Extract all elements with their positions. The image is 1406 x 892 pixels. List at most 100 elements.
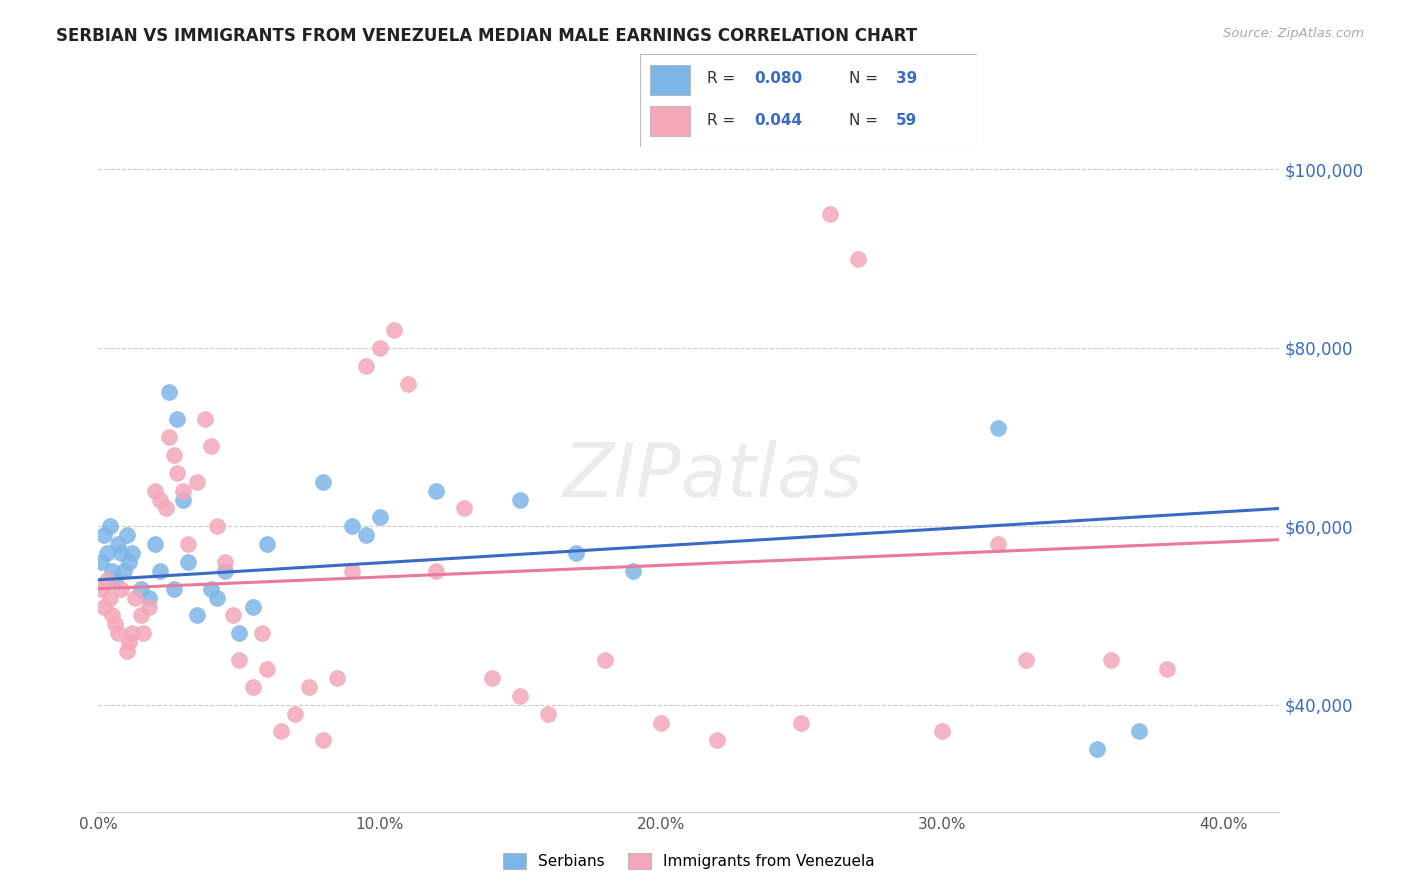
Point: [340, 564, 363, 578]
Point: [242, 599, 264, 614]
Point: [115, 528, 138, 542]
Point: [121, 626, 143, 640]
Point: [509, 689, 531, 703]
Point: [157, 430, 180, 444]
Point: [340, 519, 363, 533]
Text: SERBIAN VS IMMIGRANTS FROM VENEZUELA MEDIAN MALE EARNINGS CORRELATION CHART: SERBIAN VS IMMIGRANTS FROM VENEZUELA MED…: [56, 27, 917, 45]
Point: [166, 412, 188, 426]
FancyBboxPatch shape: [640, 54, 977, 147]
Point: [382, 323, 405, 337]
Text: 59: 59: [896, 113, 918, 128]
Point: [98, 519, 121, 533]
Point: [200, 439, 222, 453]
Point: [166, 466, 188, 480]
Point: [425, 483, 447, 498]
Point: [205, 519, 228, 533]
Point: [205, 591, 228, 605]
Point: [326, 671, 349, 685]
Bar: [650, 106, 690, 136]
Point: [93, 528, 115, 542]
Point: [121, 546, 143, 560]
Point: [481, 671, 503, 685]
Point: [396, 376, 419, 391]
Point: [143, 537, 166, 551]
Point: [163, 448, 186, 462]
Point: [509, 492, 531, 507]
Point: [149, 492, 172, 507]
Point: [96, 573, 118, 587]
Point: [96, 546, 118, 560]
Point: [200, 582, 222, 596]
Point: [177, 537, 200, 551]
Point: [163, 582, 186, 596]
Point: [172, 492, 194, 507]
Point: [312, 733, 335, 747]
Point: [129, 608, 152, 623]
Point: [250, 626, 273, 640]
Point: [987, 537, 1010, 551]
Point: [110, 582, 132, 596]
Point: [368, 510, 391, 524]
Point: [157, 385, 180, 400]
Text: 0.044: 0.044: [755, 113, 803, 128]
Text: 0.080: 0.080: [755, 71, 803, 87]
Point: [90, 582, 112, 596]
Point: [621, 564, 644, 578]
Point: [312, 475, 335, 489]
Point: [115, 644, 138, 658]
Point: [931, 724, 953, 739]
Point: [93, 599, 115, 614]
Point: [284, 706, 307, 721]
Point: [818, 207, 841, 221]
Text: N =: N =: [849, 71, 883, 87]
Point: [1099, 653, 1122, 667]
Point: [1128, 724, 1150, 739]
Point: [107, 537, 129, 551]
Point: [90, 555, 112, 569]
Point: [110, 546, 132, 560]
Text: R =: R =: [707, 113, 741, 128]
Point: [104, 573, 127, 587]
Point: [537, 706, 560, 721]
Point: [706, 733, 728, 747]
Point: [118, 555, 141, 569]
Point: [124, 591, 146, 605]
Point: [101, 564, 124, 578]
Point: [104, 617, 127, 632]
Point: [354, 359, 377, 373]
Point: [368, 341, 391, 355]
Point: [242, 680, 264, 694]
Text: Source: ZipAtlas.com: Source: ZipAtlas.com: [1223, 27, 1364, 40]
Point: [256, 662, 278, 676]
Point: [565, 546, 588, 560]
Point: [298, 680, 321, 694]
Legend: Serbians, Immigrants from Venezuela: Serbians, Immigrants from Venezuela: [498, 847, 880, 875]
Point: [354, 528, 377, 542]
Point: [101, 608, 124, 623]
Point: [177, 555, 200, 569]
Point: [129, 582, 152, 596]
Point: [143, 483, 166, 498]
Point: [790, 715, 813, 730]
Point: [98, 591, 121, 605]
Point: [138, 591, 160, 605]
Text: N =: N =: [849, 113, 883, 128]
Point: [186, 608, 208, 623]
Point: [846, 252, 869, 266]
Point: [650, 715, 672, 730]
Point: [194, 412, 217, 426]
Point: [987, 421, 1010, 435]
Point: [453, 501, 475, 516]
Point: [132, 626, 155, 640]
Point: [186, 475, 208, 489]
Point: [112, 564, 135, 578]
Text: ZIPatlas: ZIPatlas: [562, 441, 863, 512]
Point: [425, 564, 447, 578]
Point: [1156, 662, 1178, 676]
Bar: [650, 65, 690, 95]
Point: [107, 626, 129, 640]
Point: [172, 483, 194, 498]
Point: [138, 599, 160, 614]
Text: R =: R =: [707, 71, 741, 87]
Point: [214, 555, 236, 569]
